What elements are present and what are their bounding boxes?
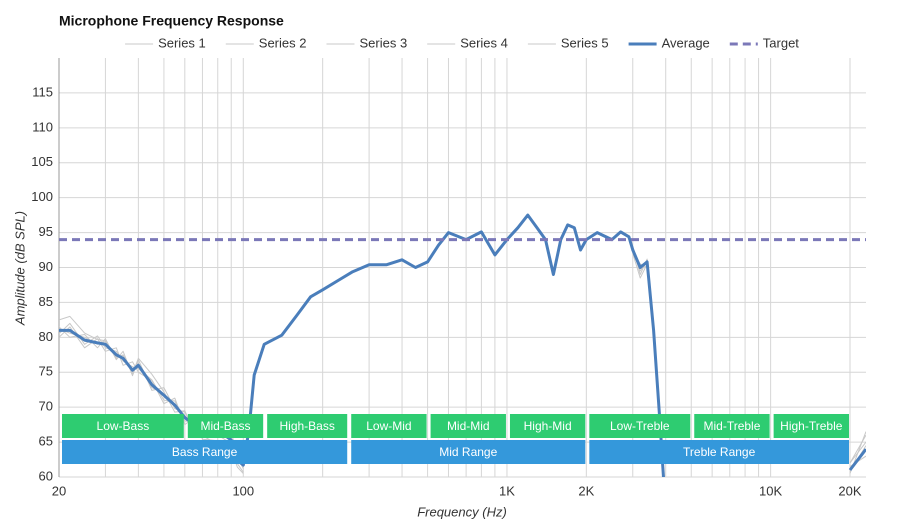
y-tick-label: 80: [39, 329, 53, 344]
x-tick-label: 10K: [759, 483, 782, 498]
band: [351, 414, 427, 438]
band-label: High-Treble: [780, 419, 843, 433]
y-tick-label: 105: [31, 154, 53, 169]
y-tick-label: 65: [39, 434, 53, 449]
band: [694, 414, 770, 438]
band-label: Mid-Mid: [447, 419, 490, 433]
legend: Series 1 Series 2 Series 3 Series 4 Series 5…: [125, 35, 799, 50]
band: [62, 414, 184, 438]
band-label: Low-Bass: [97, 419, 150, 433]
band: [773, 414, 849, 438]
band-label: High-Mid: [524, 419, 572, 433]
series-line: [59, 213, 866, 477]
y-tick-label: 70: [39, 399, 53, 414]
bands: Low-Bass Mid-Bass High-Bass Low-Mid Mid-Mid H…: [62, 414, 849, 464]
grid: 60 65 70 75 80 85 90 95 100 105 110 115 20 100 1K 2K 10K…: [31, 58, 866, 498]
chart-title: Microphone Frequency Response: [59, 13, 284, 29]
legend-label: Series 3: [359, 35, 407, 50]
band-label: Bass Range: [172, 445, 238, 459]
y-tick-label: 115: [32, 84, 53, 99]
y-tick-label: 90: [39, 259, 53, 274]
x-tick-label: 2K: [578, 483, 594, 498]
x-tick-label: 1K: [499, 483, 515, 498]
range: [62, 440, 348, 464]
y-tick-label: 75: [39, 364, 53, 379]
band: [509, 414, 586, 438]
band-label: Low-Mid: [366, 419, 411, 433]
x-axis-label: Frequency (Hz): [417, 504, 507, 519]
range: [589, 440, 849, 464]
legend-label: Series 4: [460, 35, 508, 50]
legend-label: Series 1: [158, 35, 206, 50]
band: [589, 414, 691, 438]
x-tick-label: 20: [52, 483, 66, 498]
legend-label: Target: [763, 35, 800, 50]
band: [430, 414, 506, 438]
y-tick-label: 60: [39, 468, 53, 483]
y-tick-label: 110: [32, 119, 53, 134]
legend-label: Average: [662, 35, 710, 50]
y-tick-label: 100: [31, 189, 53, 204]
legend-label: Series 5: [561, 35, 609, 50]
y-tick-label: 95: [39, 224, 53, 239]
band-label: Mid-Treble: [703, 419, 760, 433]
band-label: Mid-Bass: [200, 419, 250, 433]
band-label: Low-Treble: [610, 419, 670, 433]
band-label: Treble Range: [683, 445, 756, 459]
band: [267, 414, 348, 438]
range: [351, 440, 586, 464]
x-tick-label: 20K: [838, 483, 861, 498]
x-tick-label: 100: [232, 483, 254, 498]
y-tick-label: 85: [39, 294, 53, 309]
y-axis-label: Amplitude (dB SPL): [12, 211, 27, 326]
band: [187, 414, 264, 438]
band-label: High-Bass: [280, 419, 335, 433]
legend-label: Series 2: [259, 35, 307, 50]
band-label: Mid Range: [439, 445, 497, 459]
